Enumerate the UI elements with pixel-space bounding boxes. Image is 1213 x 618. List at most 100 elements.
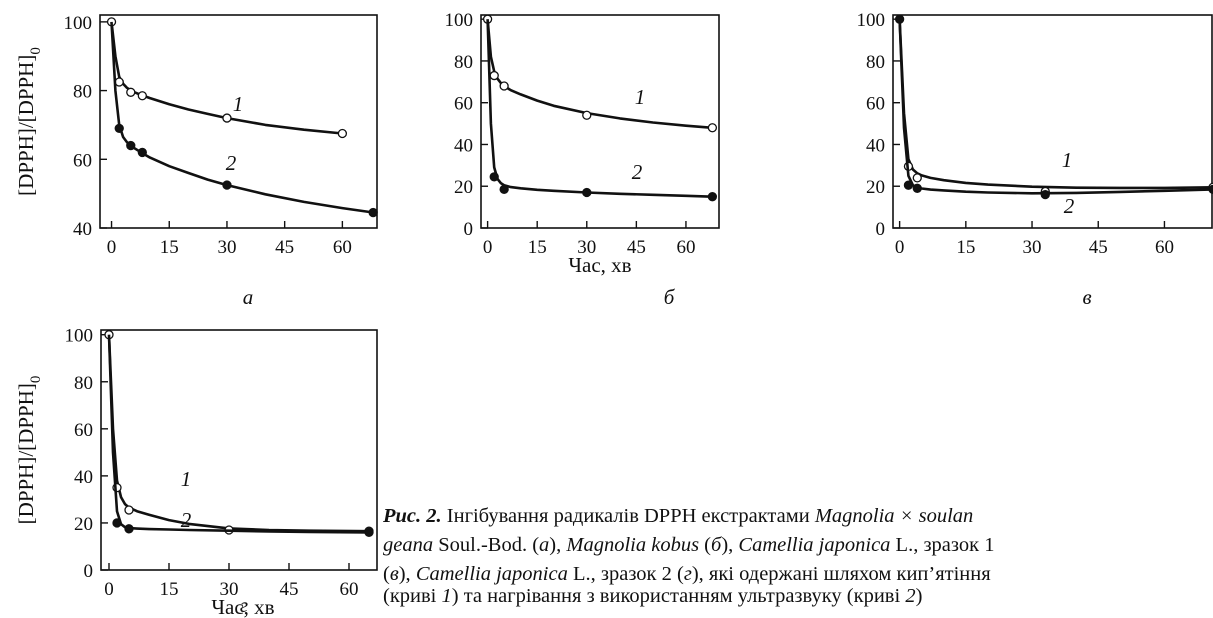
- y-axis-label-subscript: 0: [28, 376, 44, 384]
- caption-line-3: (в), Camellia japonica L., зразок 2 (г),…: [383, 560, 991, 589]
- y-axis-label-subscript: 0: [28, 47, 44, 55]
- x-tick-label: 60: [340, 579, 359, 600]
- y-tick-label: 80: [866, 52, 885, 73]
- y-tick-label: 80: [73, 82, 92, 103]
- series-1-point: [582, 110, 592, 120]
- series-2-line: [110, 21, 374, 214]
- caption-text-10: ), які одержані шляхом кип’ятіння: [691, 563, 991, 585]
- caption-line-1: Рис. 2. Інгібування радикалів DPPH екстр…: [383, 502, 973, 531]
- x-tick-label: 15: [160, 579, 179, 600]
- caption-text-12: ) та нагрівання з використанням ультразв…: [451, 585, 906, 607]
- x-tick-label: 60: [333, 237, 352, 258]
- series-1-point: [114, 77, 124, 87]
- curve-number-label: 2: [1064, 194, 1075, 218]
- series-2-point: [903, 180, 914, 190]
- caption-species-1-end: geana: [383, 534, 434, 556]
- caption-line-4: (криві 1) та нагрівання з використанням …: [383, 582, 1213, 611]
- series-2-point: [1208, 184, 1213, 195]
- caption-text-9: L., зразок 2 (: [567, 563, 684, 585]
- series-2-line: [107, 334, 370, 534]
- caption-text-11: (криві: [383, 585, 442, 607]
- y-tick-label: 60: [866, 94, 885, 115]
- series-1-point: [489, 70, 499, 81]
- caption-ref-g: г: [683, 563, 692, 585]
- y-tick-label: 20: [454, 177, 473, 198]
- y-tick-label: 60: [454, 94, 473, 115]
- y-tick-label: 40: [73, 219, 92, 240]
- series-2-point: [114, 123, 124, 134]
- panel-letter: в: [1082, 285, 1091, 309]
- series-2-point: [707, 192, 718, 202]
- y-tick-label: 0: [84, 561, 94, 582]
- x-tick-label: 30: [1023, 237, 1042, 258]
- caption-text-6: L., зразок 1: [890, 534, 995, 556]
- x-tick-label: 30: [220, 579, 239, 600]
- series-1-line: [898, 19, 1213, 190]
- caption-text-8: ),: [398, 563, 416, 585]
- series-1-point: [126, 87, 136, 97]
- curve-number-label: 1: [233, 92, 244, 116]
- y-tick-label: 40: [74, 467, 93, 488]
- caption-text-1: Інгібування радикалів DPPH екстрактами: [441, 505, 815, 527]
- panel-letter: а: [243, 285, 254, 309]
- series-1-point: [912, 173, 922, 183]
- caption-text-3: ),: [549, 534, 567, 556]
- panel-letter: г: [240, 593, 248, 617]
- curve-number-label: 2: [181, 508, 192, 532]
- series-2-point: [126, 140, 136, 151]
- plot-frame-4: [100, 329, 378, 571]
- series-2-point: [222, 180, 232, 190]
- series-1-point: [337, 128, 348, 139]
- x-tick-label: 45: [627, 237, 646, 258]
- caption-species-3: Camellia japonica: [738, 534, 891, 556]
- series-1-line: [486, 19, 713, 130]
- x-tick-label: 45: [280, 579, 299, 600]
- y-axis-label: [DPPH]/[DPPH]0: [14, 47, 44, 196]
- x-axis-label: Час, хв: [211, 595, 274, 618]
- series-2-point: [1040, 189, 1050, 200]
- caption-species-1: Magnolia × soulan: [814, 505, 974, 527]
- caption-species-4: Camellia japonica: [415, 563, 568, 585]
- series-1-line: [107, 334, 370, 533]
- y-tick-label: 0: [464, 219, 474, 240]
- series-2-line: [898, 19, 1213, 195]
- panel-letter: б: [664, 285, 676, 309]
- plot-frame-1: [99, 14, 378, 229]
- plot-frame-3: [892, 14, 1213, 229]
- x-tick-label: 0: [483, 237, 493, 258]
- x-tick-label: 30: [217, 237, 236, 258]
- plot-frame-2: [480, 14, 720, 229]
- y-tick-label: 80: [74, 373, 93, 394]
- x-tick-label: 15: [160, 237, 179, 258]
- x-tick-label: 15: [528, 237, 547, 258]
- series-1-point: [137, 91, 147, 101]
- series-1-point: [124, 505, 134, 515]
- y-tick-label: 100: [445, 10, 474, 31]
- curve-number-label: 1: [1062, 148, 1073, 172]
- y-tick-label: 100: [64, 13, 93, 34]
- caption-label: Рис. 2.: [383, 505, 442, 527]
- x-axis-label: Час, хв: [568, 253, 631, 277]
- series-2-point: [894, 14, 905, 24]
- caption-ref-a: а: [539, 534, 550, 556]
- series-2-point: [368, 207, 378, 218]
- y-tick-label: 20: [866, 177, 885, 198]
- caption-text-5: ),: [721, 534, 739, 556]
- series-2-point: [499, 184, 509, 195]
- series-2-point: [364, 527, 374, 538]
- y-tick-label: 0: [876, 219, 886, 240]
- series-1-point: [707, 123, 718, 133]
- x-tick-label: 0: [895, 237, 905, 258]
- x-tick-label: 60: [676, 237, 695, 258]
- y-tick-label: 20: [74, 514, 93, 535]
- curve-number-label: 2: [632, 160, 643, 184]
- caption-text-13: ): [915, 585, 923, 607]
- x-tick-label: 30: [577, 237, 596, 258]
- caption-ref-b: б: [711, 534, 722, 556]
- caption-curve-2: 2: [905, 585, 916, 607]
- caption-text-4: (: [699, 534, 711, 556]
- x-tick-label: 0: [107, 237, 117, 258]
- series-2-point: [124, 524, 134, 534]
- caption-line-2: geana Soul.-Bod. (а), Magnolia kobus (б)…: [383, 531, 994, 560]
- series-2-point: [489, 172, 499, 182]
